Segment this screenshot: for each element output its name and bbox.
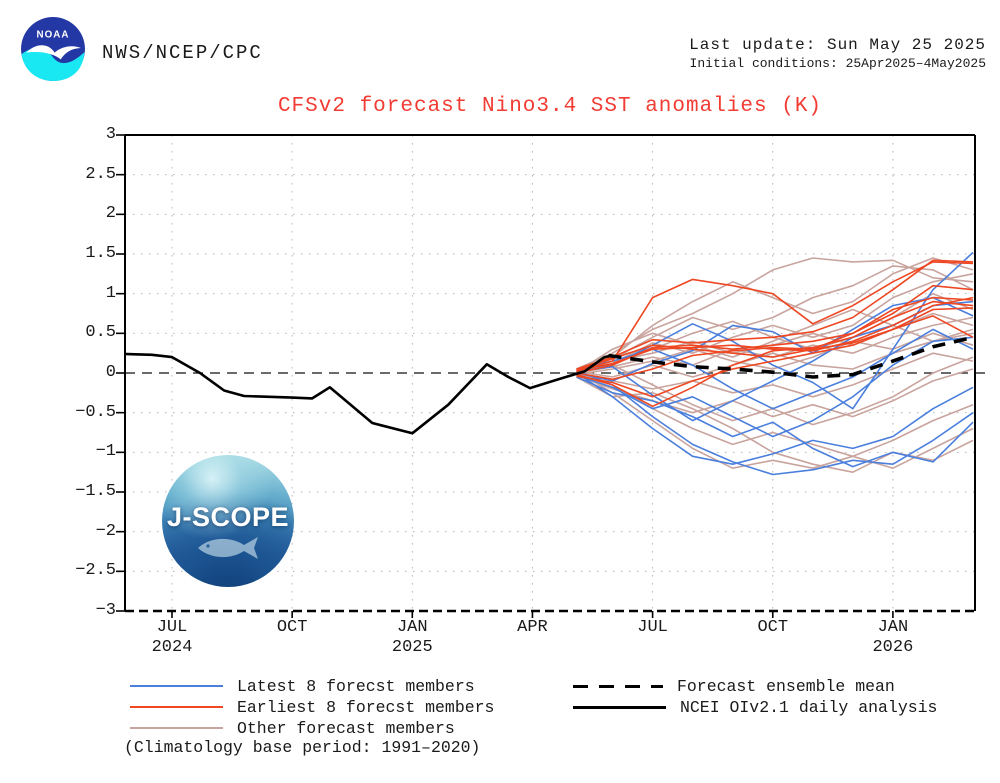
- forecast-member-line: [576, 257, 974, 370]
- x-tick-label: JAN: [877, 618, 909, 637]
- y-tick-label: −0.5: [75, 402, 116, 422]
- legend-row-other-members: Other forecast members: [130, 718, 455, 738]
- y-tick-label: 2: [105, 204, 116, 224]
- initial-conditions-text: Initial conditions: 25Apr2025–4May2025: [689, 56, 986, 71]
- x-tick-label: JUL: [637, 618, 668, 637]
- noaa-gull-icon: [26, 45, 81, 60]
- forecast-member-line: [576, 315, 974, 398]
- y-tick-label: −2: [95, 521, 116, 541]
- y-tick-label: 0.5: [85, 323, 116, 343]
- forecast-member-line: [576, 261, 974, 373]
- legend-row-daily-analysis: NCEI OIv2.1 daily analysis: [573, 697, 937, 717]
- forecast-member-line: [576, 296, 974, 382]
- y-tick-label: 1.5: [85, 244, 116, 263]
- last-update-text: Last update: Sun May 25 2025: [689, 36, 986, 54]
- legend-row-latest-members: Latest 8 forecst members: [130, 676, 475, 696]
- noaa-logo-wave: [21, 48, 85, 81]
- noaa-logo: NOAA: [21, 17, 85, 81]
- legend-line-ensemble-mean: [573, 684, 663, 688]
- jscope-watermark: J-SCOPE: [162, 455, 294, 587]
- y-tick-label: 3: [105, 125, 116, 144]
- x-tick-label: OCT: [276, 618, 308, 637]
- ensemble-mean-line: [608, 335, 974, 379]
- legend-label-other: Other forecast members: [237, 718, 455, 738]
- forecast-member-line: [576, 370, 974, 470]
- legend-row-earliest-members: Earliest 8 forecst members: [130, 697, 494, 717]
- x-tick-label: APR: [517, 618, 548, 637]
- x-tick-label: OCT: [757, 618, 789, 637]
- y-tick-label: −1.5: [75, 482, 116, 501]
- agency-name: NWS/NCEP/CPC: [102, 42, 263, 64]
- forecast-member-line: [576, 296, 974, 372]
- legend-row-ensemble-mean: Forecast ensemble mean: [573, 676, 895, 696]
- forecast-member-line: [576, 265, 974, 373]
- y-tick-label: −2.5: [75, 561, 116, 581]
- forecast-member-line: [576, 284, 974, 371]
- legend-label-latest: Latest 8 forecst members: [237, 676, 475, 696]
- forecast-member-line: [576, 372, 974, 466]
- forecast-member-line: [576, 368, 974, 418]
- x-tick-label: JUL: [156, 618, 188, 637]
- forecast-member-line: [576, 376, 974, 468]
- legend-label-ensemble-mean: Forecast ensemble mean: [677, 676, 895, 696]
- legend-label-daily-analysis: NCEI OIv2.1 daily analysis: [680, 697, 938, 717]
- x-tick-year-label: 2024: [151, 638, 193, 657]
- forecast-member-line: [576, 307, 974, 381]
- y-tick-label: 2.5: [85, 164, 116, 184]
- jscope-watermark-label: J-SCOPE: [166, 501, 290, 532]
- y-tick-label: −3: [95, 601, 116, 620]
- legend-label-earliest: Earliest 8 forecst members: [237, 697, 495, 717]
- forecast-member-line: [576, 336, 974, 438]
- y-tick-label: 0: [105, 363, 116, 382]
- update-block: Last update: Sun May 25 2025 Initial con…: [689, 36, 986, 71]
- fish-icon: [198, 537, 258, 559]
- x-tick-year-label: 2026: [872, 638, 914, 657]
- climatology-note: (Climatology base period: 1991–2020): [124, 738, 481, 757]
- chart-title: CFSv2 forecast Nino3.4 SST anomalies (K): [277, 95, 823, 118]
- forecast-member-line: [576, 300, 974, 408]
- legend-line-latest: [130, 685, 223, 687]
- legend-line-daily-analysis: [573, 705, 666, 709]
- forecast-member-line: [576, 251, 974, 410]
- forecast-member-line: [576, 332, 974, 376]
- forecast-member-line: [576, 259, 974, 370]
- x-tick-year-label: 2025: [391, 638, 433, 657]
- y-tick-label: −1: [95, 442, 116, 462]
- legend-line-earliest: [130, 706, 223, 708]
- noaa-logo-text: NOAA: [37, 30, 70, 41]
- observed-analysis-line: [125, 352, 613, 435]
- legend-line-other: [130, 727, 223, 729]
- y-tick-label: 1: [105, 283, 116, 303]
- forecast-member-line: [576, 257, 974, 372]
- x-tick-label: JAN: [396, 618, 428, 637]
